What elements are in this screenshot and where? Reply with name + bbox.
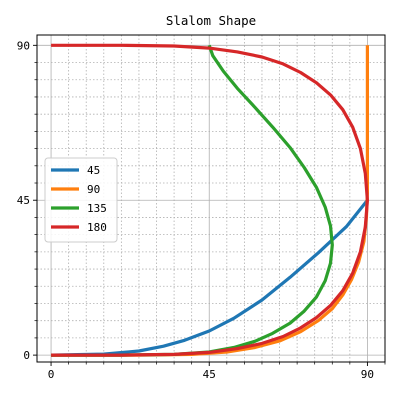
chart-title: Slalom Shape — [166, 13, 256, 28]
series-line-45 — [51, 199, 369, 357]
legend-label-135: 135 — [87, 202, 107, 215]
x-tick-label: 45 — [203, 368, 216, 381]
plot-frame — [36, 34, 386, 363]
legend-label-45: 45 — [87, 164, 100, 177]
legend-label-180: 180 — [87, 221, 107, 234]
series-lines — [51, 43, 369, 357]
y-tick-label: 0 — [23, 349, 30, 362]
x-tick-label: 0 — [48, 368, 55, 381]
legend-label-90: 90 — [87, 183, 100, 196]
axis-ticks: 0 45 90 0 45 90 — [17, 39, 386, 381]
y-tick-label: 90 — [17, 39, 30, 52]
x-tick-label: 90 — [361, 368, 374, 381]
legend: 45 90 135 180 — [44, 157, 118, 243]
y-tick-label: 45 — [17, 194, 30, 207]
legend-box — [44, 157, 118, 243]
series-line-180 — [51, 43, 369, 357]
